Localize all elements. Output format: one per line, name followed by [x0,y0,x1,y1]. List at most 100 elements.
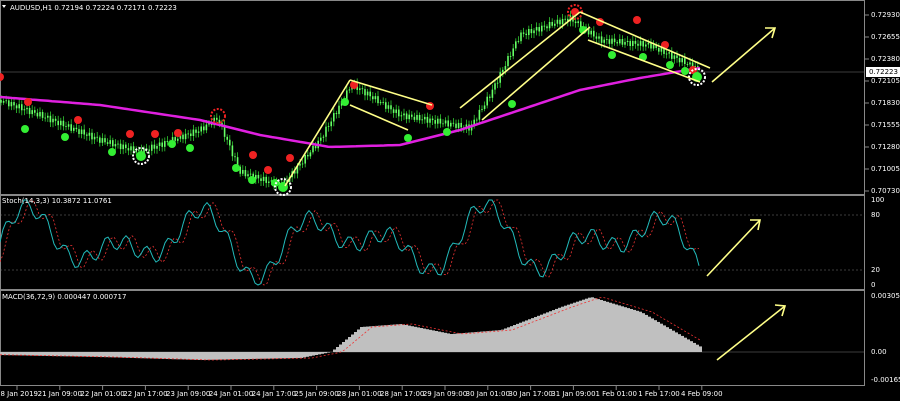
macd-bar [567,304,570,352]
candle-body [125,144,127,149]
candle-body [686,64,689,65]
candle-body [431,118,434,121]
macd-bar [102,352,105,358]
time-label: 29 Jan 09:00 [423,390,467,398]
candle-body [608,39,611,44]
candle-body [678,57,681,63]
macd-bar [408,325,411,352]
macd-bar [120,352,123,358]
candle-body [387,105,390,109]
macd-bar [459,333,462,352]
macd-bar [15,352,18,356]
macd-bar [0,352,3,355]
price-label: 0.71280 [871,143,900,151]
time-label: 4 Feb 09:00 [681,390,722,398]
macd-bar [213,352,216,360]
candle-body [179,134,182,139]
signal-halo [274,178,292,196]
candle-body [603,39,605,43]
candle-body [322,136,325,138]
macd-bar [435,331,438,352]
buy-dot [443,128,451,136]
macd-bar [615,304,618,352]
candle-body [405,113,408,120]
macd-bar [21,352,24,356]
macd-bar [237,352,240,360]
candle-body [541,25,543,32]
time-label: 18 Jan 2019 [0,390,38,398]
macd-bar [108,352,111,358]
candle-body [543,25,546,27]
candle-body [444,120,447,124]
macd-bar [249,352,252,360]
price-label: 0.71005 [871,165,900,173]
time-label: 28 Jan 01:00 [337,390,381,398]
macd-bar [303,352,306,358]
macd-bar [381,325,384,352]
candle-body [200,126,202,132]
time-label: 30 Jan 17:00 [508,390,552,398]
candle-body [57,120,59,126]
macd-bar [306,352,309,357]
macd-bar [285,352,288,359]
macd-bar [144,352,147,359]
sell-dot [174,129,182,137]
candle-body [229,139,231,146]
candle-body [600,36,603,43]
macd-bar [99,352,102,357]
macd-bar [384,325,387,352]
candle-body [613,38,616,43]
macd-bar [429,329,432,352]
macd-bar [687,339,690,352]
candle-body [439,118,442,124]
macd-bar [663,325,666,352]
candle-body [434,120,436,124]
macd-bar [174,352,177,360]
buy-dot [608,51,616,59]
macd-bar [693,342,696,352]
macd-panel-frame [0,290,865,386]
candle-body [294,171,296,174]
macd-bar [423,328,426,352]
macd-bar [156,352,159,359]
macd-bar [666,327,669,352]
macd-bar [660,323,663,352]
candle-body [242,169,244,174]
candle-body [67,124,70,127]
candle-body [86,134,88,136]
macd-bar [699,346,702,352]
macd-bar [162,352,165,359]
candle-body [127,148,130,151]
candle-body [460,122,462,128]
macd-bar [141,352,144,359]
stoch-header: Stoch(14,3,3) 10.3872 11.0761 [2,197,112,205]
macd-bar [63,352,66,357]
candle-body [502,69,504,73]
candle-body [424,116,426,120]
macd-bar [132,352,135,358]
time-label: 25 Jan 09:00 [294,390,338,398]
macd-bar [24,352,27,356]
candle-body [184,133,187,140]
candle-body [174,137,176,141]
candle-body [377,96,379,104]
sell-signal [210,108,226,124]
macd-bar [198,352,201,360]
candle-body [54,118,57,121]
macd-bar [195,352,198,360]
time-label: 22 Jan 01:00 [80,390,124,398]
candle-body [203,126,205,131]
macd-bar [321,352,324,354]
macd-bar [129,352,132,358]
stoch-level-label: 20 [871,266,880,274]
macd-bar [261,352,264,359]
candle-body [320,137,322,141]
macd-bar [279,352,282,359]
macd-bar [372,326,375,352]
macd-bar [492,330,495,352]
candle-body [10,102,13,107]
candle-body [234,156,236,158]
macd-bar [231,352,234,360]
candle-body [619,39,621,44]
macd-bar [54,352,57,357]
